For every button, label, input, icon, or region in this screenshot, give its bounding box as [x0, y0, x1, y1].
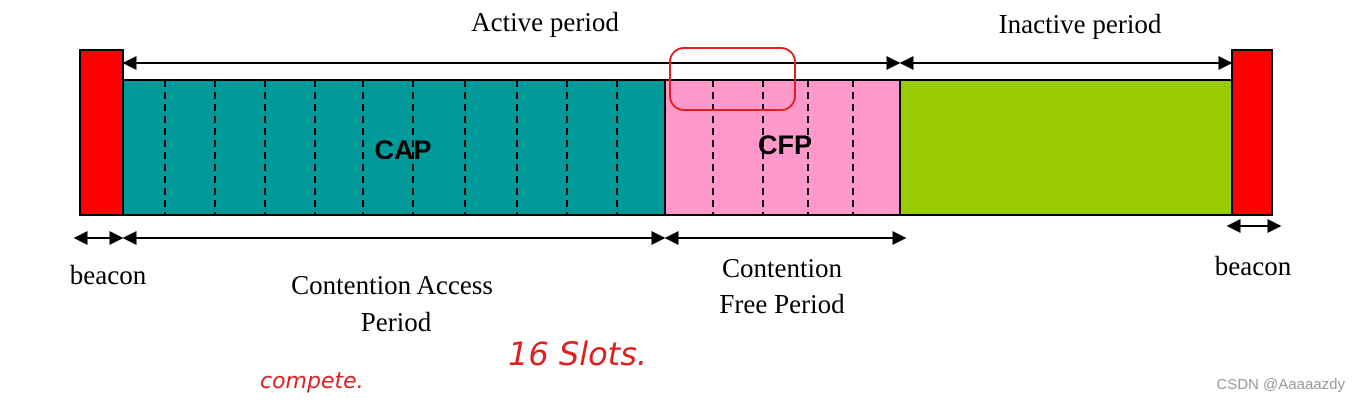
inactive-block [899, 79, 1233, 216]
active-label: Active period [471, 7, 619, 37]
inactive-label: Inactive period [999, 9, 1162, 39]
cfp-caption: Contention [722, 253, 842, 283]
handwritten-note: compete. [260, 369, 364, 394]
beacon-label: beacon [1215, 251, 1292, 281]
slot-dividers [164, 80, 854, 215]
cap-block [122, 79, 666, 216]
beacon-label: beacon [70, 260, 147, 290]
beacon-block [1231, 49, 1273, 216]
cfp-label: CFP [758, 130, 812, 160]
cap-caption: Contention Access [291, 270, 493, 300]
cfp-caption: Free Period [719, 289, 845, 319]
handwritten-circle [669, 47, 796, 111]
beacon-block [79, 49, 124, 216]
cap-caption: Period [361, 307, 432, 337]
cfp-block [664, 79, 901, 216]
cap-label: CAP [374, 135, 431, 165]
handwritten-note: 16 Slots. [508, 335, 647, 373]
watermark: CSDN @Aaaaazdy [1216, 376, 1345, 393]
